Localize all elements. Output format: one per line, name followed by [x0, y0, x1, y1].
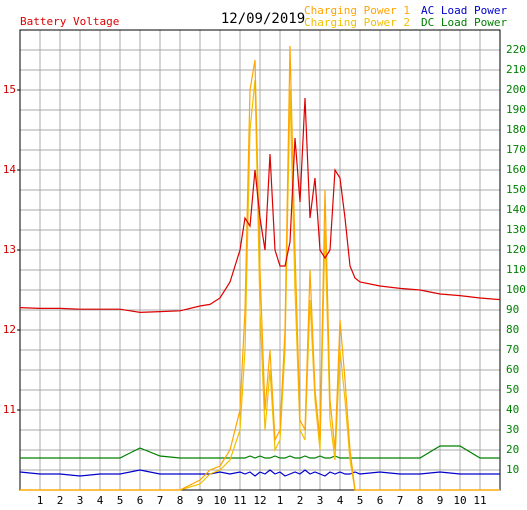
y2-tick-label: 140 [506, 203, 526, 216]
x-tick-label: 7 [397, 494, 404, 507]
y2-tick-label: 80 [506, 323, 519, 336]
y-tick-label: 13 [3, 243, 16, 256]
y2-tick-label: 30 [506, 423, 519, 436]
x-tick-label: 4 [337, 494, 344, 507]
y2-tick-label: 100 [506, 283, 526, 296]
x-tick-label: 11 [233, 494, 246, 507]
series-line [19, 469, 500, 477]
x-tick-label: 6 [137, 494, 144, 507]
legend-entry: Charging Power 1 [304, 4, 410, 17]
y2-tick-label: 40 [506, 403, 519, 416]
legend-entry: Charging Power 2 [304, 16, 410, 29]
x-tick-label: 6 [377, 494, 384, 507]
series-line [20, 45, 500, 491]
x-tick-label: 8 [417, 494, 424, 507]
series-line [20, 445, 500, 459]
legend-entry: DC Load Power [421, 16, 507, 29]
y2-tick-label: 210 [506, 63, 526, 76]
y2-tick-label: 200 [506, 83, 526, 96]
y2-tick-label: 150 [506, 183, 526, 196]
y2-tick-label: 130 [506, 223, 526, 236]
y-tick-label: 12 [3, 323, 16, 336]
x-tick-label: 2 [57, 494, 64, 507]
x-tick-label: 1 [277, 494, 284, 507]
x-tick-label: 2 [297, 494, 304, 507]
x-tick-label: 9 [197, 494, 204, 507]
y2-tick-label: 170 [506, 143, 526, 156]
y2-tick-label: 110 [506, 263, 526, 276]
y-tick-label: 15 [3, 83, 16, 96]
y2-tick-label: 90 [506, 303, 519, 316]
x-tick-label: 8 [177, 494, 184, 507]
x-tick-label: 7 [157, 494, 164, 507]
y2-tick-label: 50 [506, 383, 519, 396]
chart-title: 12/09/2019 [221, 11, 305, 27]
x-tick-label: 3 [317, 494, 324, 507]
y2-tick-label: 60 [506, 363, 519, 376]
y2-tick-label: 10 [506, 463, 519, 476]
y2-tick-label: 20 [506, 443, 519, 456]
y2-tick-label: 190 [506, 103, 526, 116]
y-tick-label: 11 [3, 403, 16, 416]
x-tick-label: 10 [453, 494, 466, 507]
series-line [19, 97, 501, 314]
x-tick-label: 10 [213, 494, 226, 507]
legend-entry: AC Load Power [421, 4, 507, 17]
y2-tick-label: 220 [506, 43, 526, 56]
x-tick-label: 1 [37, 494, 44, 507]
x-tick-label: 9 [437, 494, 444, 507]
y2-tick-label: 120 [506, 243, 526, 256]
plot-frame [19, 29, 501, 491]
y2-tick-label: 160 [506, 163, 526, 176]
y2-tick-label: 180 [506, 123, 526, 136]
y-tick-label: 14 [3, 163, 17, 176]
x-tick-label: 11 [473, 494, 486, 507]
x-tick-label: 4 [97, 494, 104, 507]
x-tick-label: 12 [253, 494, 266, 507]
y2-tick-label: 70 [506, 343, 519, 356]
x-tick-label: 5 [357, 494, 364, 507]
x-tick-label: 3 [77, 494, 84, 507]
x-tick-label: 5 [117, 494, 124, 507]
legend-entry: Battery Voltage [20, 15, 119, 28]
